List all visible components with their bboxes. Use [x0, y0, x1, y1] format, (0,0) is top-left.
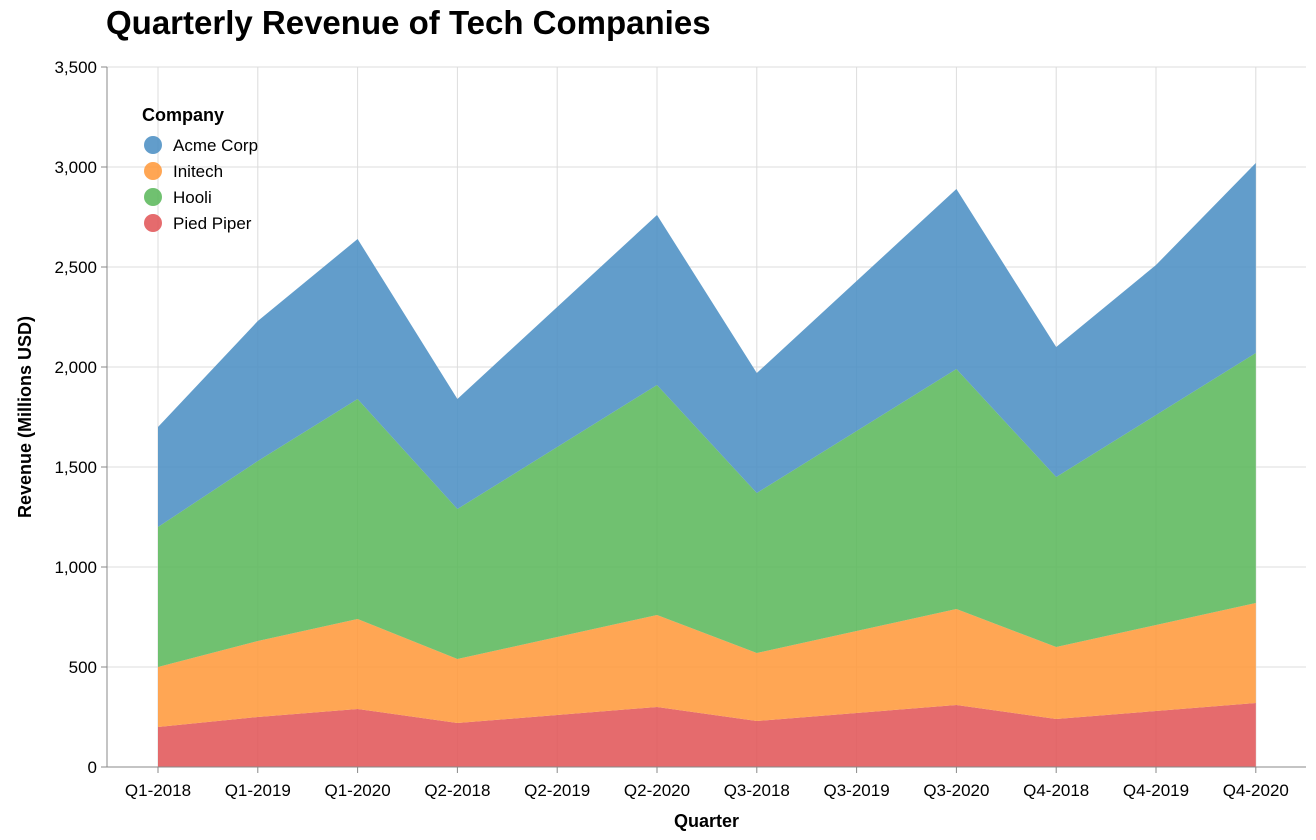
area-initech	[158, 603, 1256, 727]
legend-swatch-hooli	[144, 188, 162, 206]
legend-swatch-initech	[144, 162, 162, 180]
y-tick-label: 0	[88, 758, 97, 777]
x-tick-label: Q2-2018	[424, 781, 490, 800]
y-tick-label: 3,000	[54, 158, 97, 177]
y-tick-label: 500	[69, 658, 97, 677]
y-tick-label: 2,500	[54, 258, 97, 277]
y-axis-title: Revenue (Millions USD)	[15, 316, 35, 518]
x-tick-label: Q3-2020	[923, 781, 989, 800]
x-tick-label: Q2-2020	[624, 781, 690, 800]
x-tick-label: Q1-2020	[325, 781, 391, 800]
x-tick-label: Q3-2019	[824, 781, 890, 800]
area-acme-corp	[158, 163, 1256, 527]
area-pied-piper	[158, 703, 1256, 767]
legend: Company Acme Corp Initech Hooli Pied Piper	[142, 105, 258, 233]
legend-label-acme-corp: Acme Corp	[173, 136, 258, 155]
x-tick-label: Q2-2019	[524, 781, 590, 800]
x-tick-label: Q1-2018	[125, 781, 191, 800]
legend-swatch-pied-piper	[144, 214, 162, 232]
area-series-layer	[158, 163, 1256, 767]
axes: 0 500 1,000 1,500 2,000 2,500 3,000 3,500 Q1-201…	[15, 58, 1306, 831]
legend-title: Company	[142, 105, 224, 125]
legend-label-initech: Initech	[173, 162, 223, 181]
y-tick-label: 1,000	[54, 558, 97, 577]
legend-label-pied-piper: Pied Piper	[173, 214, 252, 233]
legend-label-hooli: Hooli	[173, 188, 212, 207]
area-hooli	[158, 353, 1256, 667]
x-tick-label: Q4-2019	[1123, 781, 1189, 800]
y-tick-label: 2,000	[54, 358, 97, 377]
x-tick-label: Q4-2020	[1223, 781, 1289, 800]
x-tick-label: Q3-2018	[724, 781, 790, 800]
chart-title: Quarterly Revenue of Tech Companies	[106, 4, 711, 41]
y-tick-label: 3,500	[54, 58, 97, 77]
legend-swatch-acme-corp	[144, 136, 162, 154]
x-axis-title: Quarter	[674, 811, 739, 831]
x-tick-label: Q1-2019	[225, 781, 291, 800]
y-tick-label: 1,500	[54, 458, 97, 477]
x-tick-label: Q4-2018	[1023, 781, 1089, 800]
